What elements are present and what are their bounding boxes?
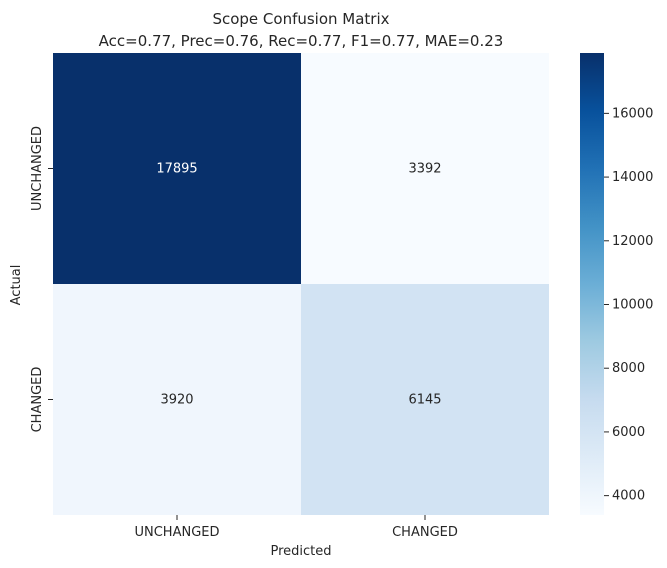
heatmap-cell — [301, 284, 549, 515]
colorbar-tick-label: 8000 — [612, 361, 645, 376]
x-tick-label: UNCHANGED — [134, 525, 219, 540]
heatmap-cell — [53, 53, 301, 284]
heatmap-cell — [301, 53, 549, 284]
chart-subtitle: Acc=0.77, Prec=0.76, Rec=0.77, F1=0.77, … — [99, 32, 504, 50]
colorbar-ticks: 4000 6000 8000 10000 12000 14000 16000 — [604, 106, 653, 504]
y-tick-label: CHANGED — [30, 367, 45, 433]
colorbar — [580, 53, 604, 515]
cell-value-label: 3920 — [160, 393, 193, 408]
x-tick-label: CHANGED — [392, 525, 458, 540]
heatmap-cells: 17895 3392 3920 6145 — [53, 53, 549, 515]
cell-value-label: 17895 — [156, 162, 197, 177]
colorbar-tick-label: 4000 — [612, 489, 645, 504]
colorbar-tick-label: 10000 — [612, 297, 653, 312]
x-axis-label: Predicted — [270, 544, 331, 559]
cell-value-label: 3392 — [408, 162, 441, 177]
chart-title: Scope Confusion Matrix — [212, 10, 389, 28]
colorbar-tick-label: 12000 — [612, 234, 653, 249]
colorbar-tick-label: 14000 — [612, 170, 653, 185]
x-axis-ticks: UNCHANGED CHANGED — [134, 515, 458, 540]
colorbar-tick-label: 16000 — [612, 106, 653, 121]
heatmap-cell — [53, 284, 301, 515]
colorbar-tick-label: 6000 — [612, 425, 645, 440]
cell-value-label: 6145 — [408, 393, 441, 408]
y-axis-ticks: UNCHANGED CHANGED — [30, 126, 53, 432]
y-axis-label: Actual — [9, 265, 24, 306]
y-tick-label: UNCHANGED — [30, 126, 45, 211]
